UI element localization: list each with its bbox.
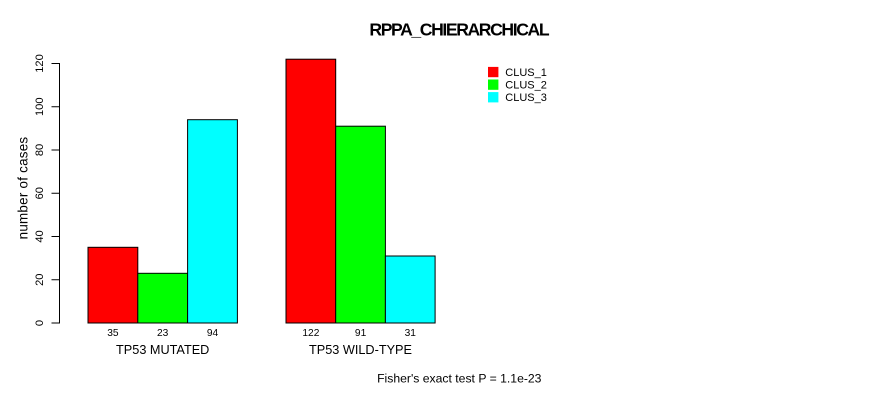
svg-text:31: 31 [405, 328, 417, 339]
svg-text:RPPA_CHIERARCHICAL: RPPA_CHIERARCHICAL [369, 20, 549, 40]
svg-text:94: 94 [207, 328, 219, 339]
svg-text:100: 100 [34, 97, 46, 116]
svg-text:35: 35 [107, 328, 119, 339]
svg-text:40: 40 [34, 230, 46, 242]
svg-text:23: 23 [157, 328, 169, 339]
svg-text:CLUS_2: CLUS_2 [505, 80, 547, 92]
svg-text:122: 122 [302, 328, 319, 339]
svg-text:91: 91 [355, 328, 367, 339]
svg-text:CLUS_3: CLUS_3 [505, 92, 547, 104]
svg-text:0: 0 [34, 320, 46, 326]
svg-text:60: 60 [34, 187, 46, 199]
svg-text:Fisher's exact test P = 1.1e-2: Fisher's exact test P = 1.1e-23 [377, 372, 542, 386]
svg-text:120: 120 [34, 54, 46, 73]
svg-text:TP53 MUTATED: TP53 MUTATED [116, 343, 209, 357]
svg-text:20: 20 [34, 274, 46, 286]
svg-text:TP53 WILD-TYPE: TP53 WILD-TYPE [309, 343, 412, 357]
svg-text:CLUS_1: CLUS_1 [505, 67, 547, 79]
svg-text:number of cases: number of cases [16, 137, 31, 240]
svg-text:80: 80 [34, 144, 46, 156]
